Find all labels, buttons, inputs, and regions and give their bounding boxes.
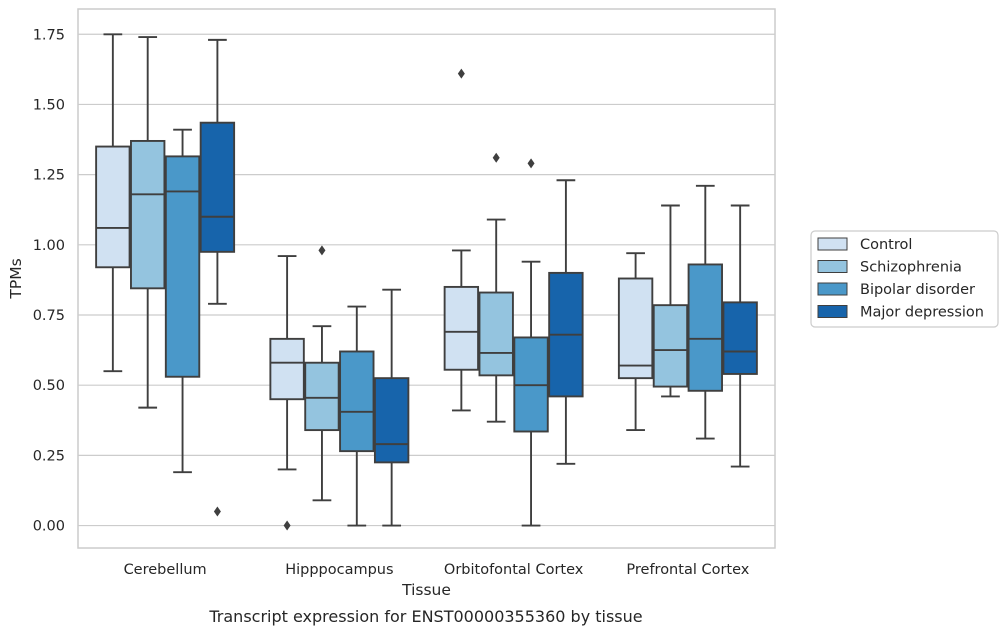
outlier-point	[492, 152, 500, 163]
box-control	[617, 252, 654, 432]
x-tick-label: Cerebellum	[124, 562, 207, 578]
legend-label: Control	[860, 237, 912, 253]
legend-swatch	[817, 237, 848, 251]
y-tick-label: 0.25	[33, 448, 65, 464]
y-axis-title: TPMs	[7, 258, 25, 299]
box-body	[130, 139, 166, 290]
box-body	[373, 377, 410, 464]
box-schizophrenia	[304, 245, 340, 502]
x-axis-ticks: Cerebellum Hipppocampus Orbitofontal Corte…	[124, 562, 750, 578]
box-schizophrenia	[478, 152, 514, 423]
legend-swatch	[817, 305, 848, 318]
box-major-depression	[199, 38, 236, 517]
plot-area	[95, 33, 758, 531]
box-body	[722, 301, 758, 375]
box-bipolar-disorder	[339, 305, 375, 527]
figure-caption: Transcript expression for ENST0000035536…	[208, 607, 642, 626]
legend: Control Schizophrenia Bipolar disorder Majo…	[810, 230, 999, 328]
box-control	[443, 68, 480, 412]
box-body	[269, 337, 305, 401]
y-axis-ticks: 0.00 0.25 0.50 0.75 1.00 1.25 1.50 1.75	[33, 27, 65, 534]
y-tick-label: 0.50	[33, 378, 65, 394]
outlier-point	[318, 245, 326, 256]
box-body	[199, 121, 236, 253]
box-control	[269, 255, 305, 531]
box-schizophrenia	[652, 204, 689, 398]
x-axis-title: Tissue	[401, 581, 451, 599]
legend-frame	[810, 230, 999, 328]
box-major-depression	[722, 204, 758, 468]
box-body	[617, 277, 654, 380]
outlier-point	[457, 68, 465, 79]
y-tick-label: 1.00	[33, 238, 65, 254]
outlier-point	[283, 520, 291, 531]
box-body	[443, 285, 480, 371]
box-control	[95, 33, 131, 373]
legend-label: Schizophrenia	[860, 260, 962, 276]
box-body	[478, 291, 514, 377]
box-body	[339, 350, 375, 453]
x-tick-label: Orbitofontal Cortex	[444, 562, 584, 578]
outlier-point	[527, 158, 535, 169]
legend-swatch	[817, 260, 848, 273]
box-body	[652, 304, 689, 388]
box-schizophrenia	[130, 36, 166, 409]
outlier-point	[213, 506, 221, 517]
box-body	[164, 155, 201, 378]
y-tick-label: 1.50	[33, 97, 65, 113]
y-tick-label: 0.75	[33, 308, 65, 324]
legend-swatch	[817, 282, 848, 296]
x-tick-label: Prefrontal Cortex	[626, 562, 749, 578]
box-body	[304, 361, 340, 432]
box-major-depression	[373, 288, 410, 527]
box-bipolar-disorder	[513, 158, 549, 527]
box-body	[687, 263, 723, 392]
y-tick-label: 1.25	[33, 168, 65, 184]
box-body	[95, 145, 131, 269]
box-bipolar-disorder	[164, 128, 201, 474]
legend-label: Major depression	[860, 305, 984, 321]
plot-frame	[77, 8, 776, 549]
box-major-depression	[548, 179, 584, 465]
box-bipolar-disorder	[687, 184, 723, 440]
x-tick-label: Hipppocampus	[285, 562, 393, 578]
y-tick-label: 1.75	[33, 27, 65, 43]
legend-label: Bipolar disorder	[860, 282, 975, 298]
y-tick-label: 0.00	[33, 519, 65, 535]
